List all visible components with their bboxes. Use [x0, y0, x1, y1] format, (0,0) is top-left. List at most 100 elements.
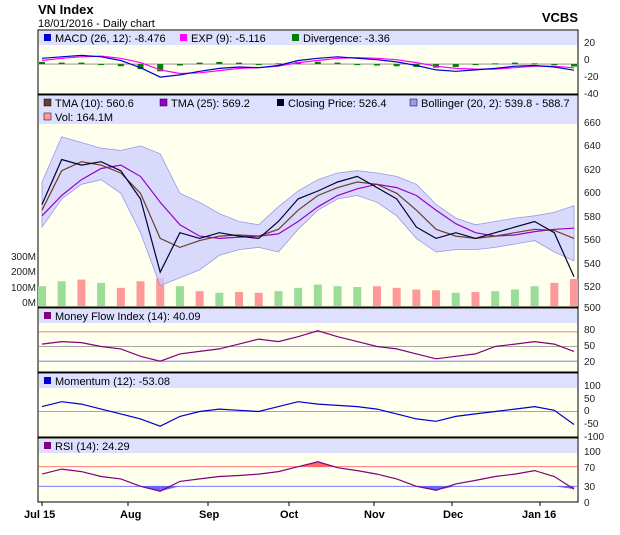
rsi-tick-70: 70: [584, 463, 596, 474]
momentum-tick-50: 50: [584, 394, 596, 405]
close-legend-label: Closing Price: 526.4: [288, 98, 386, 110]
divergence-bar: [531, 63, 538, 65]
exp-legend-label: EXP (9): -5.116: [191, 33, 266, 45]
volume-bar: [57, 281, 66, 306]
mfi-line: [41, 330, 575, 362]
rsi-tick-30: 30: [584, 482, 596, 493]
momentum-tick-neg50: -50: [584, 419, 599, 430]
vol-tick-100m: 100M: [11, 283, 36, 294]
momentum-panel: Momentum (12): -53.08 100 50 0 -50 -100: [37, 372, 604, 443]
x-label-aug: Aug: [120, 509, 141, 521]
chart-title: VN Index: [38, 2, 94, 17]
mfi-legend-bar: [39, 309, 577, 323]
volume-bar: [510, 289, 519, 306]
volume-bar: [333, 286, 342, 306]
divergence-bar: [117, 64, 124, 67]
divergence-bar: [196, 62, 203, 65]
bollinger-legend-label: Bollinger (20, 2): 539.8 - 588.7: [421, 98, 570, 110]
rsi-line: [41, 461, 575, 492]
divergence-bar: [78, 62, 85, 65]
volume-bar: [116, 287, 125, 306]
momentum-tick-100: 100: [584, 381, 601, 392]
rsi-tick-0: 0: [584, 498, 590, 509]
divergence-bar: [137, 64, 144, 70]
volume-bar: [38, 286, 46, 306]
rsi-tick-100: 100: [584, 447, 601, 458]
rsi-legend-label: RSI (14): 24.29: [55, 441, 130, 453]
volume-bar: [412, 289, 421, 306]
price-legend-bar: [39, 96, 577, 124]
divergence-bar: [551, 64, 558, 66]
x-label-oct: Oct: [280, 509, 299, 521]
macd-plot: [39, 54, 577, 78]
mfi-plot: [39, 330, 577, 362]
divergence-bar: [393, 64, 400, 67]
volume-bar: [175, 286, 184, 306]
divergence-bar: [157, 64, 164, 72]
vol-legend-swatch: [43, 112, 52, 121]
momentum-legend-label: Momentum (12): -53.08: [55, 376, 170, 388]
price-tick-640: 640: [584, 141, 601, 152]
divergence-bar: [492, 63, 499, 65]
rsi-oversold-area: [554, 486, 574, 490]
price-tick-660: 660: [584, 118, 601, 129]
x-label-nov: Nov: [364, 509, 386, 521]
volume-bar: [97, 282, 106, 306]
price-tick-560: 560: [584, 235, 601, 246]
vol-tick-200m: 200M: [11, 267, 36, 278]
volume-bar: [195, 291, 204, 306]
x-label-sep: Sep: [199, 509, 219, 521]
volume-bar: [274, 291, 283, 306]
brand-label: VCBS: [542, 10, 578, 25]
macd-panel: MACD (26, 12): -8.476 EXP (9): -5.116 Di…: [37, 29, 599, 100]
volume-bar: [392, 287, 401, 306]
tma25-legend-label: TMA (25): 569.2: [171, 98, 250, 110]
price-tick-580: 580: [584, 212, 601, 223]
divergence-bar: [236, 62, 243, 65]
momentum-legend-swatch: [44, 377, 51, 384]
price-tick-600: 600: [584, 188, 601, 199]
divergence-bar: [334, 62, 341, 65]
macd-tick-20: 20: [584, 38, 596, 49]
x-label-jan16: Jan 16: [522, 509, 556, 521]
mfi-tick-80: 80: [584, 325, 596, 336]
divergence-bar: [39, 61, 45, 65]
vol-tick-300m: 300M: [11, 252, 36, 263]
divergence-bar: [216, 61, 223, 65]
macd-legend-swatch: [44, 34, 51, 41]
bollinger-band: [41, 136, 575, 287]
divergence-bar: [255, 64, 262, 66]
divergence-bar: [98, 64, 105, 66]
volume-bar: [471, 291, 480, 306]
mfi-legend-label: Money Flow Index (14): 40.09: [55, 311, 201, 323]
volume-bar: [235, 291, 244, 306]
price-tick-620: 620: [584, 165, 601, 176]
divergence-bar: [452, 64, 459, 67]
divergence-bar: [176, 64, 183, 66]
volume-bar: [491, 291, 500, 306]
rsi-plot: [39, 461, 577, 492]
price-tick-520: 520: [584, 282, 601, 293]
volume-bar: [156, 277, 165, 306]
divergence-bar: [472, 64, 479, 66]
mfi-tick-20: 20: [584, 357, 596, 368]
x-label-dec: Dec: [443, 509, 463, 521]
volume-bar: [570, 278, 578, 306]
divergence-bar: [314, 61, 321, 65]
volume-bar: [451, 292, 460, 306]
chart-subtitle: 18/01/2016 - Daily chart: [38, 18, 155, 30]
divergence-bar: [58, 62, 65, 65]
momentum-plot: [39, 401, 577, 427]
vol-tick-0m: 0M: [22, 298, 36, 309]
divergence-bar: [275, 63, 282, 65]
x-label-jul15: Jul 15: [24, 509, 55, 521]
tma25-line: [41, 164, 575, 240]
volume-bar: [215, 292, 224, 306]
volume-bar: [530, 286, 539, 306]
momentum-line: [41, 401, 575, 427]
x-axis: Jul 15 Aug Sep Oct Nov Dec Jan 16: [24, 502, 556, 521]
price-plot: [38, 136, 578, 306]
close-legend-swatch: [277, 99, 284, 106]
volume-bar: [372, 286, 381, 306]
